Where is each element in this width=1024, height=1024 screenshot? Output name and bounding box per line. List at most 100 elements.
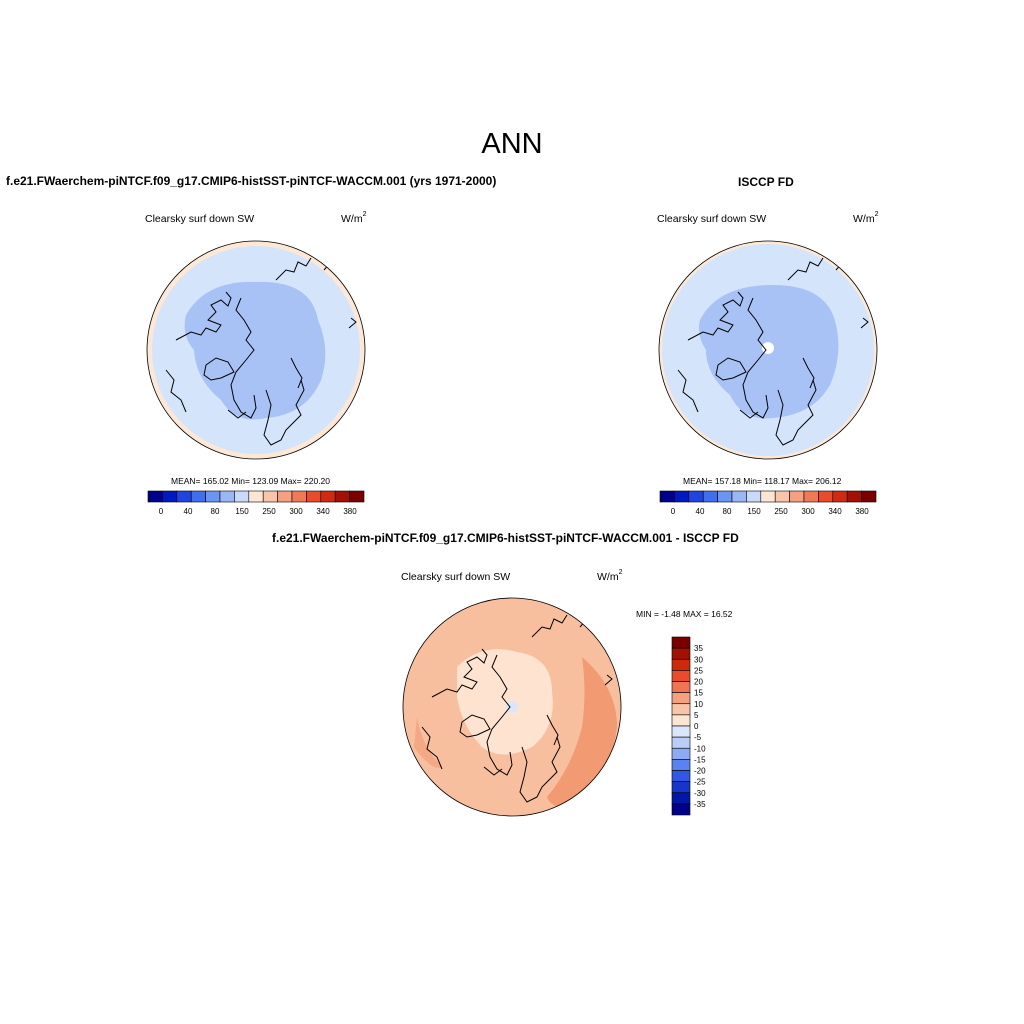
model-colorbar-swatch	[320, 490, 336, 503]
diff-colorbar-tick-label: 30	[694, 655, 703, 664]
diff-colorbar-tick-label: -15	[694, 755, 706, 764]
obs-colorbar-swatch	[674, 490, 690, 503]
coastline	[175, 291, 232, 341]
coastline	[604, 674, 613, 686]
diff-stats: MIN = -1.48 MAX = 16.52	[636, 609, 733, 619]
diff-colorbar-tick-label: -5	[694, 733, 702, 742]
coastline	[263, 379, 305, 446]
diff-variable-label: Clearsky surf down SW	[401, 571, 511, 583]
model-colorbar-swatch	[234, 490, 250, 503]
model-colorbar-tick-label: 150	[235, 507, 249, 516]
coastline	[203, 357, 235, 381]
model-colorbar-tick-label: 340	[316, 507, 330, 516]
obs-units: W/m2	[853, 211, 879, 225]
model-colorbar-swatch	[190, 490, 206, 503]
diff-colorbar-swatch	[671, 736, 691, 749]
coastline	[531, 614, 568, 638]
diff-colorbar-swatch	[671, 759, 691, 771]
coastline	[227, 409, 247, 419]
obs-colorbar-swatch	[717, 490, 733, 503]
obs-colorbar-tick-label: 150	[747, 507, 761, 516]
map-boundary	[146, 240, 366, 460]
obs-polar-map	[658, 240, 878, 460]
obs-colorbar-tick-label: 380	[855, 507, 869, 516]
obs-colorbar-swatch	[659, 490, 675, 503]
obs-stats: MEAN= 157.18 Min= 118.17 Max= 206.12	[683, 476, 842, 486]
model-variable-label: Clearsky surf down SW	[145, 213, 255, 225]
obs-colorbar-swatch	[731, 490, 747, 503]
coastline	[860, 317, 869, 329]
diff-colorbar-tick-label: 5	[694, 711, 699, 720]
obs-colorbar-tick-label: 300	[801, 507, 815, 516]
diff-colorbar-swatch	[671, 714, 691, 727]
pole-hole	[506, 701, 518, 713]
diff-colorbar-tick-label: -35	[694, 800, 706, 809]
diff-colorbar-swatch	[671, 781, 691, 794]
model-colorbar-swatch	[277, 490, 293, 503]
main-title: ANN	[481, 128, 543, 160]
diff-units: W/m2	[597, 569, 623, 583]
diff-colorbar-swatch	[671, 803, 691, 816]
model-colorbar-swatch	[162, 490, 178, 503]
model-colorbar-tick-label: 250	[262, 507, 276, 516]
obs-colorbar-swatch	[846, 490, 862, 503]
diff-colorbar: 35 30 25 20 15 10 5 0 -5 -10 -15 -20 -25 -30 -35	[671, 636, 706, 816]
model-colorbar-tick-label: 40	[184, 507, 193, 516]
dark-region	[547, 657, 617, 806]
diff-colorbar-tick-label: -20	[694, 767, 706, 776]
map-boundary	[658, 240, 878, 460]
model-polar-map	[146, 240, 366, 460]
coastline	[677, 369, 699, 413]
diff-colorbar-swatch	[671, 647, 691, 660]
model-colorbar-tick-label: 380	[343, 507, 357, 516]
diff-colorbar-tick-label: 15	[694, 689, 703, 698]
diff-colorbar-tick-label: 0	[694, 722, 699, 731]
obs-colorbar-tick-label: 40	[696, 507, 705, 516]
model-colorbar: 0 40 80 150 250 300 340 380	[147, 490, 365, 516]
diff-polar-map	[402, 597, 622, 817]
dark-region-west	[414, 717, 442, 768]
map-fill-layer	[659, 241, 877, 459]
obs-variable-label: Clearsky surf down SW	[657, 213, 767, 225]
model-colorbar-tick-label: 80	[211, 507, 220, 516]
map-fill-layer	[403, 598, 621, 816]
model-colorbar-swatch	[219, 490, 235, 503]
model-stats: MEAN= 165.02 Min= 123.09 Max= 220.20	[171, 476, 331, 486]
obs-colorbar-tick-label: 340	[828, 507, 842, 516]
coastline	[165, 369, 187, 413]
diff-colorbar-swatch	[671, 658, 691, 671]
model-panel-title: f.e21.FWaerchem-piNTCF.f09_g17.CMIP6-his…	[6, 174, 497, 188]
coastline	[421, 726, 443, 770]
diff-panel-title: f.e21.FWaerchem-piNTCF.f09_g17.CMIP6-his…	[272, 531, 739, 545]
coastline	[802, 357, 815, 389]
obs-colorbar-swatch	[688, 490, 704, 503]
coastline	[483, 766, 503, 776]
diff-colorbar-tick-label: 25	[694, 666, 703, 675]
obs-colorbar-swatch	[760, 490, 776, 503]
obs-colorbar: 0 40 80 150 250 300 340 380	[659, 490, 877, 516]
coastline	[742, 297, 769, 419]
coastline	[431, 648, 488, 698]
obs-colorbar-tick-label: 0	[671, 507, 676, 516]
obs-colorbar-swatch	[803, 490, 819, 503]
model-colorbar-swatch	[147, 490, 163, 503]
coastline	[459, 714, 491, 738]
coastline	[546, 714, 559, 746]
obs-colorbar-swatch	[861, 490, 877, 503]
diff-colorbar-tick-label: -10	[694, 744, 706, 753]
diff-colorbar-swatch	[671, 636, 691, 649]
light-region	[457, 649, 553, 755]
coastline	[290, 357, 303, 389]
diff-colorbar-swatch	[671, 670, 691, 682]
obs-colorbar-tick-label: 250	[774, 507, 788, 516]
coastline	[775, 379, 817, 446]
diff-colorbar-swatch	[671, 792, 691, 805]
diff-colorbar-tick-label: 10	[694, 700, 703, 709]
coastline	[348, 317, 357, 329]
obs-colorbar-swatch	[702, 490, 718, 503]
coastline	[715, 357, 747, 381]
coastline	[486, 654, 513, 776]
obs-colorbar-swatch	[818, 490, 834, 503]
diff-colorbar-tick-label: -30	[694, 789, 706, 798]
coastline	[275, 257, 312, 281]
